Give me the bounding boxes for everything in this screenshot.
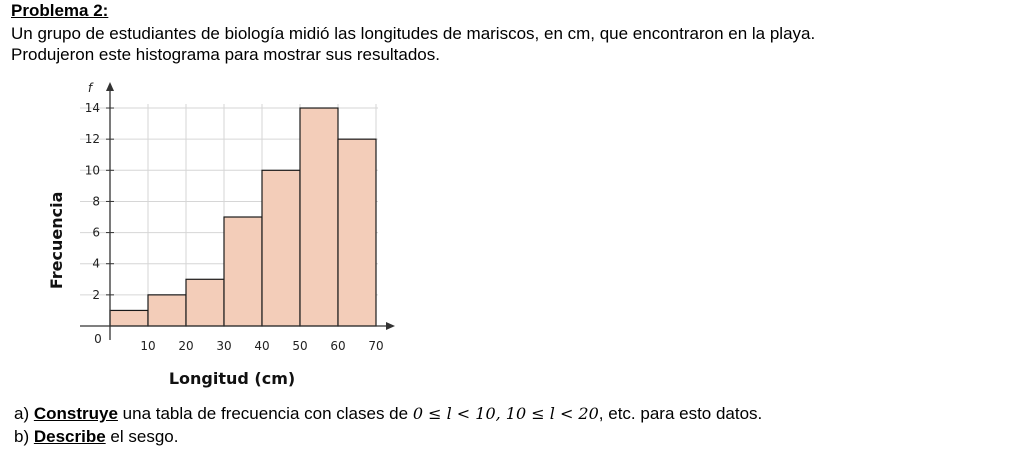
y-axis-label: Frecuencia [47,192,66,290]
histogram-bar-20-30 [185,278,225,327]
histogram-bar-40-50 [261,169,301,327]
x-tick-label-30: 30 [216,339,231,353]
chart-labels: 2 4 6 8 10 12 14 10 20 30 40 50 60 70 0 f Frecuencia Long… [47,81,384,388]
intro-line-2: Produjeron este histograma para mostrar … [11,45,440,64]
x-axis-arrow [386,322,395,330]
y-axis-arrow [106,82,114,91]
question-a-text: una tabla de frecuencia con clases de [117,404,413,423]
x-tick-label-40: 40 [254,339,269,353]
y-tick-label-4: 4 [92,257,100,271]
problem-title: Problema 2: [11,1,109,20]
origin-label: 0 [94,332,102,346]
question-a-verb: Construye [33,404,118,423]
question-a-marker: a) [14,404,30,423]
question-b: b) Describe el sesgo. [14,425,762,448]
histogram-bar-0-10 [109,309,149,327]
question-list: a) Construye una tabla de frecuencia con… [14,402,762,448]
x-tick-label-60: 60 [330,339,345,353]
question-b-marker: b) [14,427,30,446]
intro-line-1: Un grupo de estudiantes de biología midi… [11,24,816,43]
question-b-text: el sesgo. [105,427,179,446]
problem-statement: Un grupo de estudiantes de biología midi… [11,23,1006,65]
y-axis-symbol: f [88,81,94,95]
histogram-bars [109,107,377,327]
y-tick-label-6: 6 [92,226,100,240]
y-tick-label-12: 12 [85,132,100,146]
question-a: a) Construye una tabla de frecuencia con… [14,402,762,425]
x-tick-label-70: 70 [368,339,383,353]
x-tick-label-10: 10 [140,339,155,353]
y-tick-label-2: 2 [92,288,100,302]
histogram-bar-50-60 [299,107,339,327]
question-b-verb: Describe [33,427,106,446]
histogram-bar-10-20 [147,294,187,327]
y-tick-label-14: 14 [85,101,100,115]
question-a-math: 0 ≤ l < 10, 10 ≤ l < 20 [412,404,599,423]
histogram-chart: 2 4 6 8 10 12 14 10 20 30 40 50 60 70 0 f Frecuencia Long… [47,81,395,388]
question-a-text-end: , etc. para esto datos. [598,404,763,423]
x-tick-label-20: 20 [178,339,193,353]
y-tick-label-10: 10 [85,163,100,177]
y-tick-label-8: 8 [92,194,100,208]
x-tick-label-50: 50 [292,339,307,353]
chart-axes [80,82,395,340]
histogram-bar-60-70 [337,138,377,327]
x-axis-label: Longitud (cm) [169,369,295,388]
histogram-bar-30-40 [223,216,263,327]
